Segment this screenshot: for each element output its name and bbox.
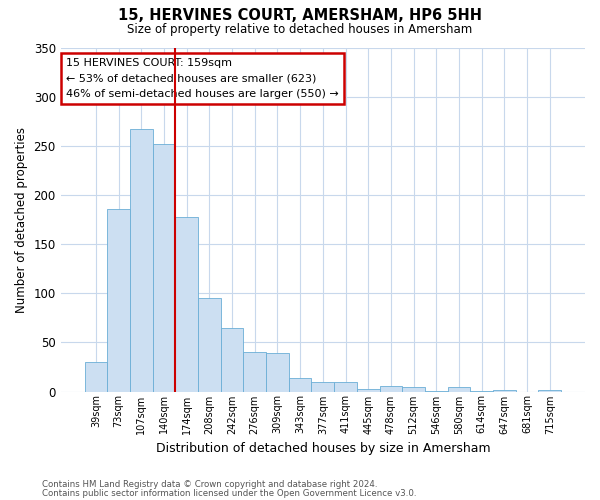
Bar <box>334 382 357 392</box>
Bar <box>311 382 334 392</box>
Bar <box>402 386 425 392</box>
Text: Contains public sector information licensed under the Open Government Licence v3: Contains public sector information licen… <box>42 488 416 498</box>
Bar <box>198 298 221 392</box>
Text: 15, HERVINES COURT, AMERSHAM, HP6 5HH: 15, HERVINES COURT, AMERSHAM, HP6 5HH <box>118 8 482 22</box>
Bar <box>107 208 130 392</box>
Bar <box>493 390 516 392</box>
Bar <box>538 390 561 392</box>
Bar <box>357 388 380 392</box>
Bar <box>425 390 448 392</box>
Bar <box>448 386 470 392</box>
Text: 15 HERVINES COURT: 159sqm
← 53% of detached houses are smaller (623)
46% of semi: 15 HERVINES COURT: 159sqm ← 53% of detac… <box>66 58 338 99</box>
Bar <box>470 390 493 392</box>
Bar <box>85 362 107 392</box>
Bar <box>221 328 244 392</box>
Bar <box>289 378 311 392</box>
Bar <box>266 353 289 392</box>
Text: Contains HM Land Registry data © Crown copyright and database right 2024.: Contains HM Land Registry data © Crown c… <box>42 480 377 489</box>
Bar <box>152 144 175 392</box>
X-axis label: Distribution of detached houses by size in Amersham: Distribution of detached houses by size … <box>155 442 490 455</box>
Bar <box>130 129 152 392</box>
Bar <box>380 386 402 392</box>
Bar <box>244 352 266 392</box>
Text: Size of property relative to detached houses in Amersham: Size of property relative to detached ho… <box>127 22 473 36</box>
Bar <box>175 216 198 392</box>
Y-axis label: Number of detached properties: Number of detached properties <box>15 126 28 312</box>
